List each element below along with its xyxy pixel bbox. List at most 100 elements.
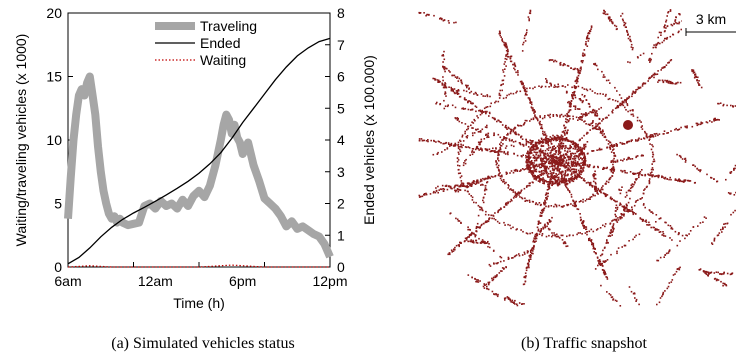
traffic-dot bbox=[629, 158, 632, 160]
traffic-dot bbox=[643, 189, 645, 191]
traffic-dot bbox=[573, 172, 575, 174]
traffic-dot bbox=[677, 180, 679, 182]
traffic-dot bbox=[459, 146, 461, 148]
traffic-dot bbox=[580, 99, 582, 102]
traffic-dot bbox=[549, 165, 551, 168]
traffic-dot bbox=[664, 221, 666, 224]
traffic-dot bbox=[481, 223, 483, 226]
traffic-dot bbox=[486, 126, 488, 129]
traffic-dot bbox=[584, 200, 587, 202]
traffic-dot bbox=[634, 181, 636, 184]
y2-tick-label: 2 bbox=[337, 196, 345, 212]
traffic-dot bbox=[534, 86, 536, 88]
traffic-dot bbox=[665, 19, 668, 22]
traffic-dot bbox=[555, 138, 557, 141]
traffic-dot bbox=[616, 252, 618, 255]
traffic-dot bbox=[607, 140, 610, 142]
traffic-dot bbox=[734, 164, 736, 167]
traffic-dot bbox=[494, 219, 497, 221]
traffic-dot bbox=[655, 221, 657, 223]
traffic-dot bbox=[618, 204, 621, 206]
traffic-dot bbox=[524, 253, 526, 255]
traffic-dot bbox=[550, 180, 553, 183]
traffic-dot bbox=[606, 259, 609, 261]
traffic-dot bbox=[557, 177, 560, 179]
traffic-dot bbox=[580, 177, 583, 179]
traffic-dot bbox=[610, 19, 613, 21]
traffic-dot bbox=[571, 175, 574, 178]
traffic-dot bbox=[614, 107, 617, 110]
traffic-dot bbox=[467, 127, 469, 130]
traffic-dot bbox=[616, 160, 619, 163]
traffic-dot bbox=[491, 217, 493, 220]
traffic-dot bbox=[486, 136, 488, 139]
traffic-dot bbox=[544, 149, 547, 152]
traffic-dot bbox=[504, 153, 507, 155]
traffic-dot bbox=[565, 161, 567, 163]
traffic-dot bbox=[600, 188, 602, 191]
traffic-dot bbox=[581, 222, 583, 224]
traffic-dot bbox=[730, 171, 733, 173]
traffic-dot bbox=[541, 161, 543, 163]
traffic-dot bbox=[555, 162, 557, 164]
traffic-dot bbox=[551, 184, 553, 187]
traffic-dot bbox=[564, 166, 567, 169]
traffic-dot bbox=[671, 228, 674, 230]
traffic-dot bbox=[722, 282, 724, 285]
traffic-dot bbox=[540, 173, 542, 176]
traffic-dot bbox=[515, 168, 517, 171]
traffic-dot bbox=[536, 176, 538, 178]
traffic-dot bbox=[574, 159, 577, 162]
traffic-dot bbox=[697, 169, 700, 171]
traffic-dot bbox=[635, 89, 637, 91]
traffic-dot bbox=[509, 224, 511, 227]
traffic-dot bbox=[471, 121, 473, 123]
traffic-dot bbox=[491, 116, 494, 119]
traffic-dot bbox=[659, 217, 662, 220]
traffic-dot bbox=[529, 162, 532, 164]
traffic-dot bbox=[539, 120, 541, 123]
traffic-dot bbox=[594, 177, 597, 180]
traffic-dot bbox=[472, 122, 475, 124]
traffic-dot bbox=[535, 237, 538, 240]
traffic-dot bbox=[555, 155, 557, 158]
traffic-dot bbox=[572, 180, 575, 183]
traffic-dot bbox=[657, 174, 660, 177]
traffic-dot bbox=[587, 102, 590, 105]
traffic-dot bbox=[658, 218, 661, 220]
traffic-dot bbox=[513, 169, 516, 172]
traffic-dot bbox=[473, 132, 476, 134]
traffic-dot bbox=[572, 157, 574, 160]
traffic-dot bbox=[549, 136, 552, 138]
traffic-dot bbox=[542, 164, 545, 167]
traffic-dot bbox=[567, 84, 569, 86]
traffic-dot bbox=[627, 33, 629, 35]
traffic-dot bbox=[577, 119, 579, 121]
traffic-dot bbox=[494, 118, 496, 121]
y2-tick-label: 5 bbox=[337, 100, 345, 116]
traffic-dot bbox=[458, 153, 460, 155]
traffic-dot bbox=[671, 279, 674, 281]
traffic-dot bbox=[458, 185, 460, 188]
traffic-dot bbox=[594, 173, 597, 176]
traffic-dot bbox=[623, 158, 625, 160]
traffic-dot bbox=[554, 156, 556, 159]
traffic-dot bbox=[458, 244, 460, 246]
traffic-dot bbox=[444, 91, 447, 93]
traffic-dot bbox=[654, 228, 657, 230]
traffic-dot bbox=[462, 107, 464, 109]
traffic-dot bbox=[438, 189, 440, 191]
traffic-dot bbox=[523, 303, 525, 305]
traffic-dot bbox=[649, 134, 652, 137]
traffic-dot bbox=[565, 159, 568, 161]
traffic-dot bbox=[483, 107, 486, 110]
traffic-dot bbox=[562, 160, 565, 163]
traffic-dot bbox=[453, 88, 456, 90]
traffic-dot bbox=[642, 52, 645, 55]
traffic-dot bbox=[561, 170, 563, 173]
traffic-dot bbox=[521, 254, 524, 256]
traffic-dot bbox=[564, 126, 567, 129]
traffic-dot bbox=[418, 138, 421, 140]
traffic-dot bbox=[558, 181, 560, 184]
traffic-dot bbox=[543, 116, 546, 119]
